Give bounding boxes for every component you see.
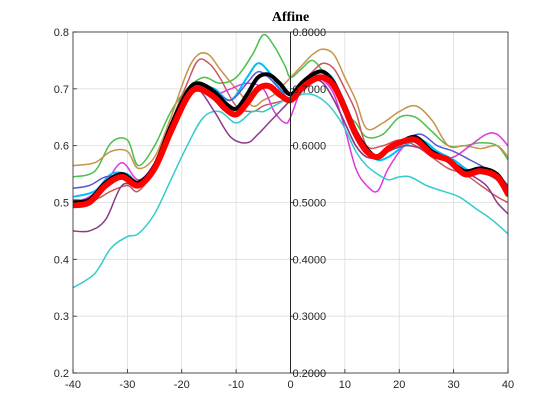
x-tick-label: 0 — [287, 379, 293, 391]
x-tick-label: -10 — [228, 379, 244, 391]
y-tick-label: 0.3 — [54, 311, 69, 323]
x-tick-label: 10 — [339, 379, 351, 391]
series-line-5 — [73, 93, 508, 289]
y-tick-label: 0.4 — [54, 254, 69, 266]
divider-tick-label: 0.5000 — [293, 198, 327, 210]
series-line-10 — [73, 74, 508, 209]
x-tick-label: -30 — [119, 379, 135, 391]
divider-tick-label: 0.4000 — [293, 254, 327, 266]
divider-tick-label: 0.8000 — [293, 27, 327, 39]
x-tick-label: -40 — [65, 379, 81, 391]
series-line-1 — [73, 33, 508, 178]
y-tick-label: 0.5 — [54, 198, 69, 210]
axis-ticks: 0.2 0.3 0.4 0.5 0.6 0.7 0.8 -40 -30 -20 -10 0 10 20 30… — [54, 27, 514, 391]
y-tick-label: 0.6 — [54, 141, 69, 153]
divider-tick-label: 0.3000 — [293, 311, 327, 323]
chart-title: Affine — [272, 10, 309, 25]
x-tick-label: 40 — [502, 379, 514, 391]
y-tick-label: 0.7 — [54, 84, 69, 96]
x-tick-label: 30 — [448, 379, 460, 391]
divider-tick-label: 0.7000 — [293, 84, 327, 96]
divider-tick-label: 0.2000 — [293, 368, 327, 380]
y-tick-label: 0.8 — [54, 27, 69, 39]
x-tick-label: 20 — [393, 379, 405, 391]
divider-tick-label: 0.6000 — [293, 141, 327, 153]
x-tick-label: -20 — [174, 379, 190, 391]
y-tick-label: 0.2 — [54, 368, 69, 380]
